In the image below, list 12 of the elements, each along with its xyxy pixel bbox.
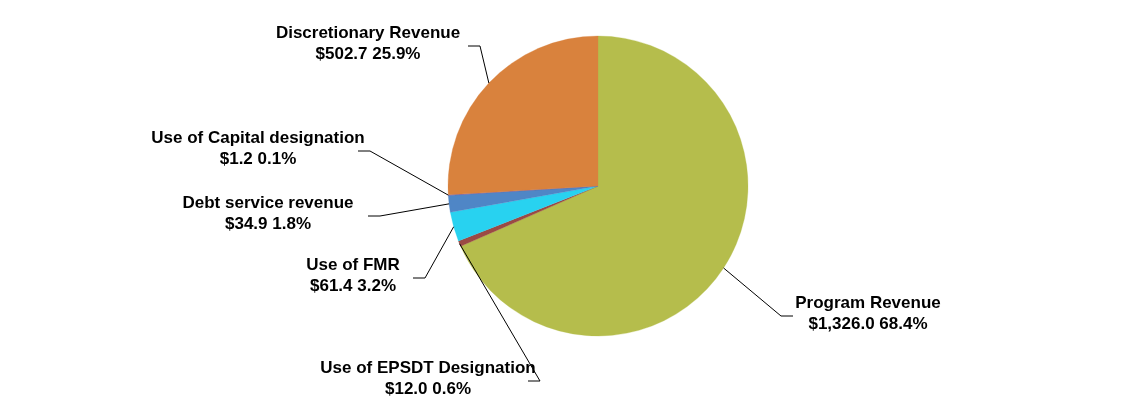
slice-label: Discretionary Revenue	[275, 23, 461, 42]
data-label: $1.2 0.1%	[219, 149, 297, 168]
slice-label: Program Revenue	[795, 293, 941, 312]
slice-label: Debt service revenue	[182, 193, 354, 212]
data-label: $61.4 3.2%	[309, 276, 397, 295]
slice-label: Use of EPSDT Designation	[320, 358, 536, 377]
slice-label: Use of FMR	[306, 255, 400, 274]
data-label: $12.0 0.6%	[384, 379, 472, 398]
data-label: $1,326.0 68.4%	[808, 314, 928, 333]
data-label: $502.7 25.9%	[315, 44, 421, 63]
data-label: $34.9 1.8%	[224, 214, 312, 233]
slice-label: Use of Capital designation	[151, 128, 365, 147]
